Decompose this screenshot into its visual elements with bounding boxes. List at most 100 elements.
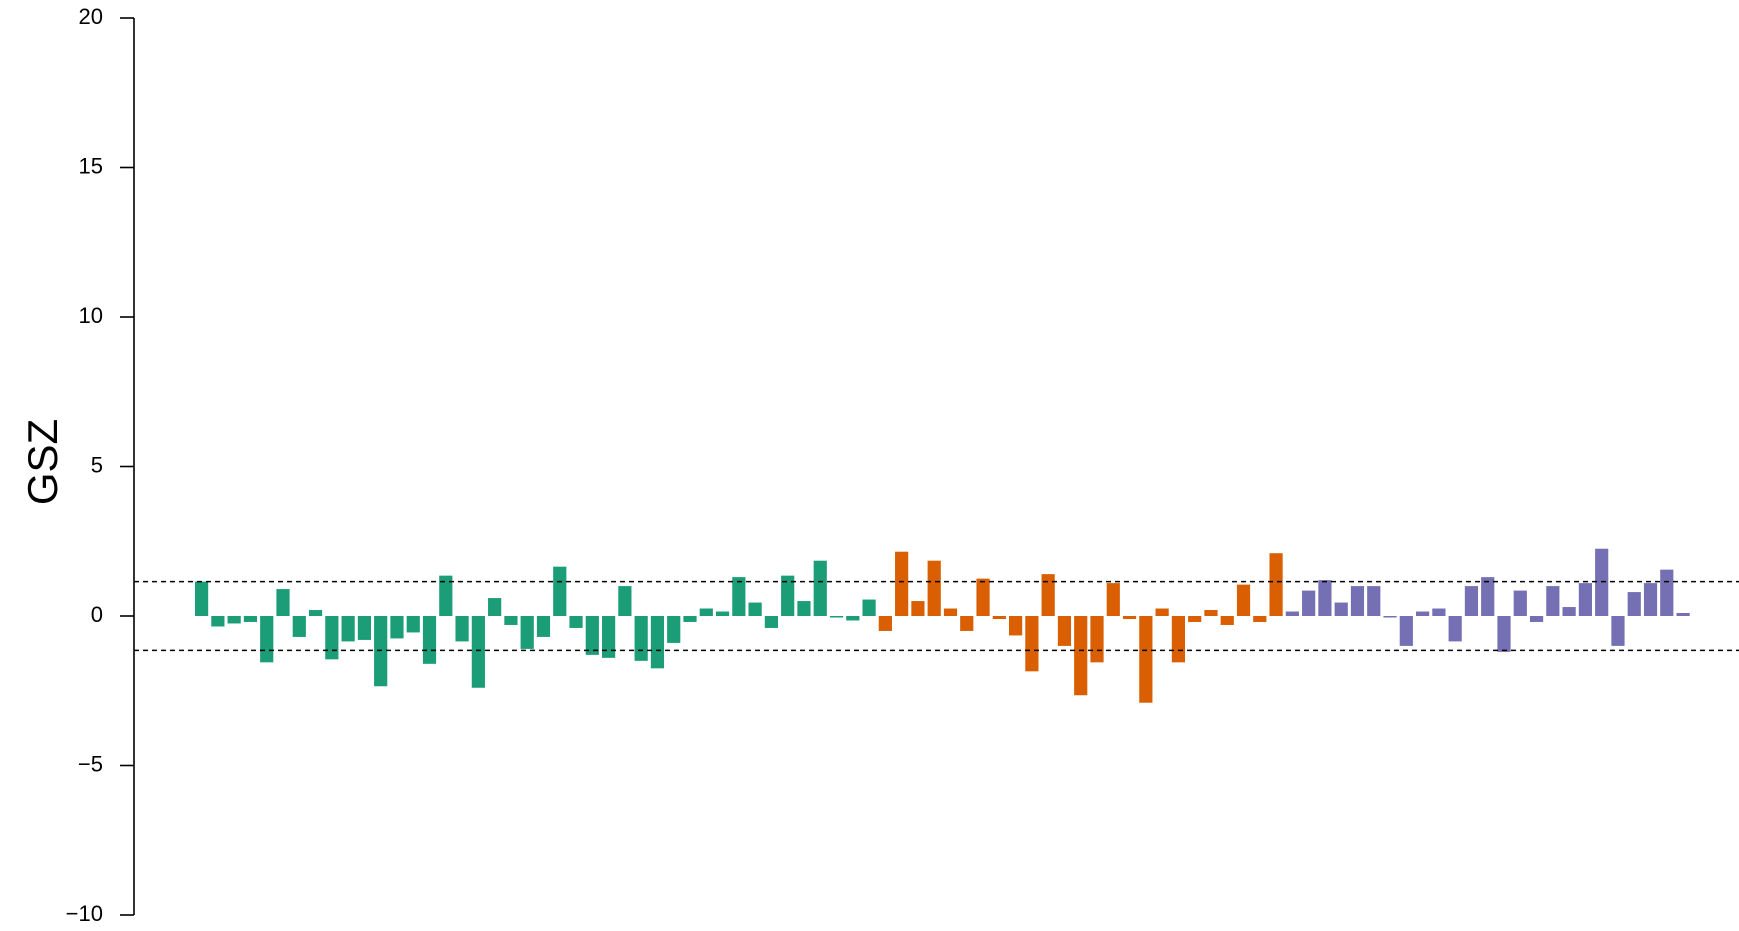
bar-group1-41 [846, 616, 860, 621]
bar-group3-17 [1546, 586, 1560, 616]
bar-group1-4 [243, 616, 258, 622]
bar-group2-21 [1204, 610, 1218, 616]
bar-group1-22 [536, 616, 551, 637]
y-tick-label: −10 [66, 901, 103, 926]
bar-group1-29 [650, 616, 665, 669]
bar-group3-25 [1676, 613, 1690, 616]
bar-group2-10 [1025, 616, 1039, 672]
bar-group3-12 [1464, 586, 1479, 616]
bar-group3-3 [1318, 580, 1332, 616]
bar-group1-36 [764, 616, 778, 628]
bar-group1-38 [797, 601, 811, 616]
bar-group3-11 [1448, 616, 1462, 642]
bar-group2-16 [1122, 616, 1137, 619]
bar-group1-23 [553, 566, 567, 616]
y-tick-label: 20 [79, 4, 103, 29]
bar-group3-15 [1513, 590, 1527, 616]
bar-group1-27 [618, 586, 632, 616]
bar-group1-28 [634, 616, 648, 661]
bar-group2-20 [1188, 616, 1202, 622]
bar-group2-1 [878, 616, 892, 631]
bar-group1-10 [341, 616, 355, 642]
bar-group1-1 [195, 581, 209, 616]
bar-group1-6 [276, 589, 290, 616]
bar-group3-13 [1481, 577, 1495, 616]
bar-group1-26 [602, 616, 616, 658]
bar-group2-13 [1074, 616, 1088, 696]
bar-group2-25 [1269, 553, 1283, 616]
bar-group1-34 [732, 577, 746, 616]
y-tick-label: 5 [91, 452, 103, 477]
bar-group1-18 [471, 616, 485, 688]
bar-group1-32 [699, 608, 713, 616]
y-tick-label: 15 [79, 153, 103, 178]
bar-group2-12 [1057, 616, 1072, 646]
y-tick-label: 0 [91, 602, 103, 627]
bar-group1-2 [211, 616, 225, 627]
bar-group3-4 [1334, 602, 1348, 616]
bar-group3-24 [1660, 569, 1674, 616]
bar-group2-8 [992, 616, 1006, 619]
bar-group3-7 [1383, 616, 1397, 618]
bar-group3-9 [1416, 611, 1430, 616]
bar-group2-18 [1155, 608, 1169, 616]
bar-group1-37 [781, 575, 795, 616]
threshold-lines [134, 580, 1739, 652]
bar-group1-9 [325, 616, 339, 660]
bar-group2-24 [1253, 616, 1267, 622]
bar-group1-21 [520, 616, 534, 649]
bar-group1-33 [715, 611, 730, 616]
bar-group1-30 [667, 616, 681, 643]
bar-group1-11 [357, 616, 371, 640]
bar-group1-25 [585, 616, 599, 655]
y-tick-label: −5 [78, 751, 103, 776]
bar-group1-13 [390, 616, 404, 639]
bar-group3-1 [1285, 611, 1299, 616]
bar-group1-39 [813, 560, 827, 616]
bar-group3-21 [1611, 616, 1625, 646]
bar-group2-15 [1106, 583, 1120, 616]
bar-group1-20 [504, 616, 518, 625]
bar-group1-14 [406, 616, 420, 633]
y-axis: −10 −5 0 5 10 15 20 [66, 4, 135, 926]
bar-group3-5 [1350, 586, 1365, 616]
bar-group1-24 [569, 616, 583, 628]
bar-group2-22 [1220, 616, 1234, 625]
y-tick-label: 10 [79, 303, 103, 328]
bar-group3-16 [1529, 616, 1544, 622]
bar-group1-15 [422, 616, 437, 664]
bar-group3-22 [1627, 592, 1641, 616]
bar-group1-16 [439, 575, 453, 616]
bar-group1-19 [488, 598, 502, 616]
y-axis-title: GSZ [19, 419, 66, 505]
bar-group2-11 [1041, 574, 1055, 616]
bar-group1-35 [748, 602, 762, 616]
bar-group1-3 [227, 616, 241, 624]
bar-group2-5 [943, 608, 958, 616]
bar-group2-4 [927, 560, 941, 616]
bar-group2-14 [1090, 616, 1104, 663]
bar-group2-23 [1236, 584, 1251, 616]
bar-group1-7 [292, 616, 306, 637]
bar-group2-2 [895, 551, 909, 616]
bar-group3-8 [1399, 616, 1413, 646]
bar-group3-18 [1562, 607, 1576, 616]
bar-group2-9 [1009, 616, 1023, 636]
bar-group1-5 [260, 616, 274, 663]
bar-group3-6 [1367, 586, 1381, 616]
bar-group2-3 [911, 601, 925, 616]
bar-group3-19 [1578, 583, 1592, 616]
bar-group3-2 [1302, 590, 1316, 616]
bar-group2-17 [1139, 616, 1153, 703]
bar-group1-40 [829, 616, 844, 618]
bar-group1-17 [455, 616, 469, 642]
bar-group3-14 [1497, 616, 1511, 652]
bar-group2-6 [960, 616, 974, 631]
bar-group3-23 [1643, 583, 1658, 616]
bar-group1-8 [308, 610, 323, 616]
bar-group1-31 [683, 616, 697, 622]
bar-group2-19 [1171, 616, 1185, 663]
bars-layer [195, 548, 1690, 703]
bar-group3-10 [1432, 608, 1446, 616]
